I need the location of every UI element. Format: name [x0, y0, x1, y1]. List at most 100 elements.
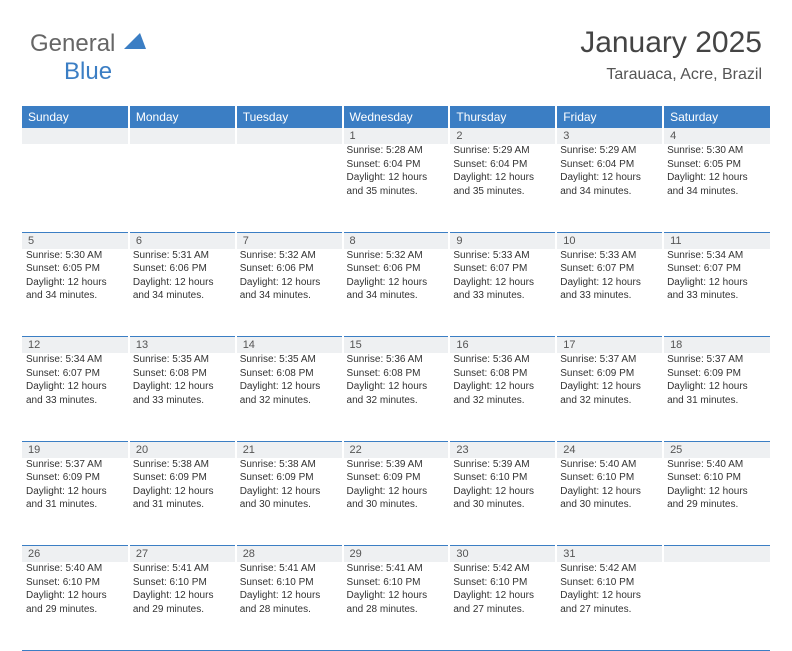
- day-number: 31: [556, 546, 663, 563]
- day-header: Wednesday: [343, 106, 450, 128]
- sunset-line: Sunset: 6:09 PM: [133, 471, 232, 485]
- sunset-line: Sunset: 6:06 PM: [347, 262, 446, 276]
- sunset-line: Sunset: 6:04 PM: [560, 158, 659, 172]
- sunrise-line: Sunrise: 5:37 AM: [26, 458, 125, 472]
- daylight-line: Daylight: 12 hours and 34 minutes.: [667, 171, 766, 198]
- day-number: [22, 128, 129, 144]
- sunset-line: Sunset: 6:10 PM: [560, 471, 659, 485]
- daylight-line: Daylight: 12 hours and 32 minutes.: [347, 380, 446, 407]
- daynum-row: 19202122232425: [22, 441, 770, 458]
- header: January 2025 Tarauaca, Acre, Brazil: [580, 26, 762, 84]
- day-number: [236, 128, 343, 144]
- day-number: 7: [236, 232, 343, 249]
- sunrise-line: Sunrise: 5:29 AM: [453, 144, 552, 158]
- daylight-line: Daylight: 12 hours and 34 minutes.: [347, 276, 446, 303]
- page-title: January 2025: [580, 26, 762, 60]
- daylight-line: Daylight: 12 hours and 33 minutes.: [667, 276, 766, 303]
- sunrise-line: Sunrise: 5:38 AM: [133, 458, 232, 472]
- daynum-row: 12131415161718: [22, 337, 770, 354]
- day-number: 22: [343, 441, 450, 458]
- sunrise-line: Sunrise: 5:42 AM: [560, 562, 659, 576]
- daylight-line: Daylight: 12 hours and 34 minutes.: [560, 171, 659, 198]
- sunset-line: Sunset: 6:09 PM: [667, 367, 766, 381]
- sunrise-line: Sunrise: 5:37 AM: [560, 353, 659, 367]
- sunrise-line: Sunrise: 5:33 AM: [453, 249, 552, 263]
- day-cell: Sunrise: 5:40 AMSunset: 6:10 PMDaylight:…: [663, 458, 770, 546]
- daylight-line: Daylight: 12 hours and 34 minutes.: [133, 276, 232, 303]
- day-number: 24: [556, 441, 663, 458]
- sunrise-line: Sunrise: 5:40 AM: [26, 562, 125, 576]
- sunset-line: Sunset: 6:05 PM: [667, 158, 766, 172]
- sunset-line: Sunset: 6:08 PM: [453, 367, 552, 381]
- sunset-line: Sunset: 6:10 PM: [560, 576, 659, 590]
- day-number: 25: [663, 441, 770, 458]
- day-cell: Sunrise: 5:37 AMSunset: 6:09 PMDaylight:…: [22, 458, 129, 546]
- day-cell: Sunrise: 5:38 AMSunset: 6:09 PMDaylight:…: [129, 458, 236, 546]
- day-cell: Sunrise: 5:40 AMSunset: 6:10 PMDaylight:…: [556, 458, 663, 546]
- sunset-line: Sunset: 6:06 PM: [133, 262, 232, 276]
- sunrise-line: Sunrise: 5:41 AM: [347, 562, 446, 576]
- sunset-line: Sunset: 6:04 PM: [453, 158, 552, 172]
- day-cell: Sunrise: 5:32 AMSunset: 6:06 PMDaylight:…: [236, 249, 343, 337]
- sunrise-line: Sunrise: 5:42 AM: [453, 562, 552, 576]
- sunset-line: Sunset: 6:10 PM: [26, 576, 125, 590]
- day-number: 6: [129, 232, 236, 249]
- day-header: Monday: [129, 106, 236, 128]
- day-cell: Sunrise: 5:33 AMSunset: 6:07 PMDaylight:…: [449, 249, 556, 337]
- sunrise-line: Sunrise: 5:41 AM: [133, 562, 232, 576]
- day-cell: Sunrise: 5:38 AMSunset: 6:09 PMDaylight:…: [236, 458, 343, 546]
- sunset-line: Sunset: 6:09 PM: [240, 471, 339, 485]
- day-number: 19: [22, 441, 129, 458]
- daylight-line: Daylight: 12 hours and 34 minutes.: [240, 276, 339, 303]
- day-header: Tuesday: [236, 106, 343, 128]
- day-number: 11: [663, 232, 770, 249]
- sunset-line: Sunset: 6:07 PM: [26, 367, 125, 381]
- sunset-line: Sunset: 6:09 PM: [347, 471, 446, 485]
- daylight-line: Daylight: 12 hours and 33 minutes.: [26, 380, 125, 407]
- daylight-line: Daylight: 12 hours and 31 minutes.: [26, 485, 125, 512]
- day-cell: Sunrise: 5:37 AMSunset: 6:09 PMDaylight:…: [663, 353, 770, 441]
- daylight-line: Daylight: 12 hours and 32 minutes.: [560, 380, 659, 407]
- sunset-line: Sunset: 6:07 PM: [453, 262, 552, 276]
- sunrise-line: Sunrise: 5:40 AM: [667, 458, 766, 472]
- day-cell: Sunrise: 5:41 AMSunset: 6:10 PMDaylight:…: [236, 562, 343, 650]
- sunset-line: Sunset: 6:10 PM: [347, 576, 446, 590]
- week-row: Sunrise: 5:28 AMSunset: 6:04 PMDaylight:…: [22, 144, 770, 232]
- day-number: 13: [129, 337, 236, 354]
- day-number: 20: [129, 441, 236, 458]
- day-number: 29: [343, 546, 450, 563]
- day-number: 30: [449, 546, 556, 563]
- day-cell: Sunrise: 5:31 AMSunset: 6:06 PMDaylight:…: [129, 249, 236, 337]
- day-cell: Sunrise: 5:42 AMSunset: 6:10 PMDaylight:…: [556, 562, 663, 650]
- day-number: 21: [236, 441, 343, 458]
- day-cell: [236, 144, 343, 232]
- sunset-line: Sunset: 6:10 PM: [240, 576, 339, 590]
- week-row: Sunrise: 5:40 AMSunset: 6:10 PMDaylight:…: [22, 562, 770, 650]
- day-cell: Sunrise: 5:32 AMSunset: 6:06 PMDaylight:…: [343, 249, 450, 337]
- day-number: 12: [22, 337, 129, 354]
- day-header: Sunday: [22, 106, 129, 128]
- day-header: Thursday: [449, 106, 556, 128]
- sunrise-line: Sunrise: 5:36 AM: [453, 353, 552, 367]
- daylight-line: Daylight: 12 hours and 30 minutes.: [240, 485, 339, 512]
- daylight-line: Daylight: 12 hours and 29 minutes.: [667, 485, 766, 512]
- daylight-line: Daylight: 12 hours and 32 minutes.: [453, 380, 552, 407]
- sunset-line: Sunset: 6:08 PM: [347, 367, 446, 381]
- logo: General Blue: [30, 28, 146, 86]
- day-cell: Sunrise: 5:34 AMSunset: 6:07 PMDaylight:…: [22, 353, 129, 441]
- sunset-line: Sunset: 6:05 PM: [26, 262, 125, 276]
- day-number: 3: [556, 128, 663, 144]
- daylight-line: Daylight: 12 hours and 30 minutes.: [453, 485, 552, 512]
- day-number: 23: [449, 441, 556, 458]
- sunset-line: Sunset: 6:06 PM: [240, 262, 339, 276]
- calendar-table: SundayMondayTuesdayWednesdayThursdayFrid…: [22, 106, 770, 651]
- daylight-line: Daylight: 12 hours and 32 minutes.: [240, 380, 339, 407]
- sunrise-line: Sunrise: 5:35 AM: [133, 353, 232, 367]
- sunrise-line: Sunrise: 5:32 AM: [240, 249, 339, 263]
- day-cell: Sunrise: 5:33 AMSunset: 6:07 PMDaylight:…: [556, 249, 663, 337]
- day-cell: [129, 144, 236, 232]
- week-row: Sunrise: 5:30 AMSunset: 6:05 PMDaylight:…: [22, 249, 770, 337]
- logo-text-b: Blue: [64, 58, 112, 85]
- sunrise-line: Sunrise: 5:39 AM: [453, 458, 552, 472]
- day-cell: Sunrise: 5:39 AMSunset: 6:10 PMDaylight:…: [449, 458, 556, 546]
